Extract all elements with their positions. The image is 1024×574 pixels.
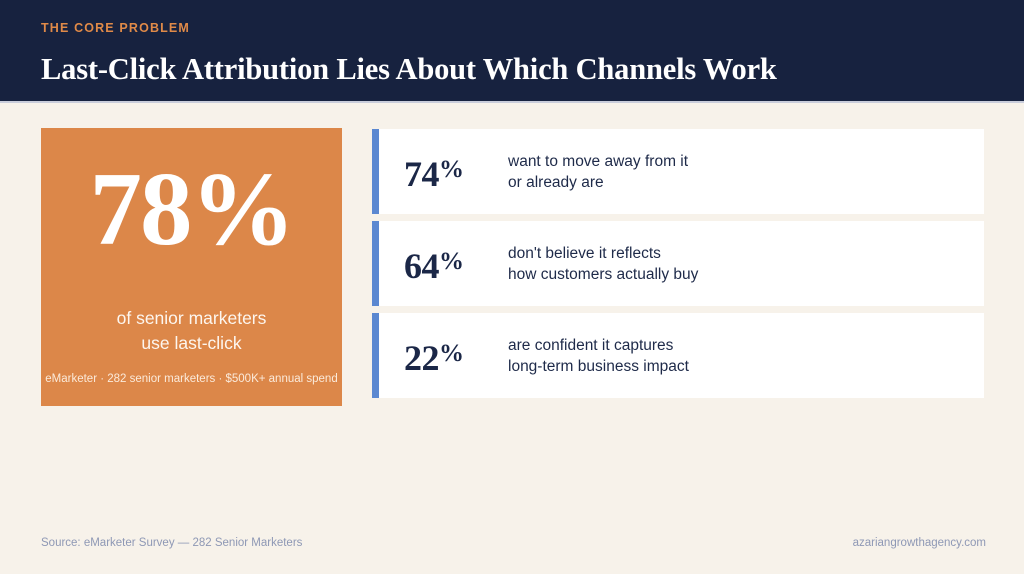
percent-sign: % bbox=[439, 155, 464, 183]
stat-label: are confident it captures long-term busi… bbox=[508, 335, 984, 377]
footer-url: azariangrowthagency.com bbox=[852, 537, 986, 549]
stat-label-line-1: don't believe it reflects bbox=[508, 244, 661, 262]
stat-label-line-1: are confident it captures bbox=[508, 336, 674, 354]
stat-value: 64% bbox=[404, 243, 508, 285]
page-title: Last-Click Attribution Lies About Which … bbox=[41, 52, 777, 86]
footer-source: Source: eMarketer Survey — 282 Senior Ma… bbox=[41, 537, 303, 549]
accent-bar bbox=[372, 129, 379, 214]
stat-label: don't believe it reflects how customers … bbox=[508, 243, 984, 285]
hero-stat-source-note: eMarketer · 282 senior marketers · $500K… bbox=[45, 373, 338, 385]
stat-label-line-2: or already are bbox=[508, 173, 604, 191]
stat-list: 74% want to move away from it or already… bbox=[372, 129, 984, 398]
stat-number: 22 bbox=[404, 337, 440, 378]
stat-number: 64 bbox=[404, 245, 440, 286]
stat-label-line-1: want to move away from it bbox=[508, 152, 689, 170]
hero-description-line-1: of senior marketers bbox=[116, 308, 267, 328]
stat-value: 22% bbox=[404, 335, 508, 377]
percent-sign: % bbox=[439, 339, 464, 367]
stat-row: 22% are confident it captures long-term … bbox=[372, 313, 984, 398]
accent-bar bbox=[372, 313, 379, 398]
stat-label: want to move away from it or already are bbox=[508, 151, 984, 193]
percent-sign: % bbox=[439, 247, 464, 275]
hero-description-line-2: use last-click bbox=[141, 333, 242, 353]
slide-footer: Source: eMarketer Survey — 282 Senior Ma… bbox=[0, 530, 1024, 574]
stat-number: 74 bbox=[404, 153, 440, 194]
hero-stat-value: 78% bbox=[89, 150, 296, 267]
stat-label-line-2: long-term business impact bbox=[508, 357, 689, 375]
header-eyebrow: THE CORE PROBLEM bbox=[41, 21, 190, 35]
stat-row: 74% want to move away from it or already… bbox=[372, 129, 984, 214]
hero-stat-description: of senior marketers use last-click bbox=[41, 306, 342, 356]
stat-value: 74% bbox=[404, 151, 508, 193]
hero-stat-card: 78% of senior marketers use last-click e… bbox=[41, 128, 342, 406]
stat-label-line-2: how customers actually buy bbox=[508, 265, 699, 283]
stat-row: 64% don't believe it reflects how custom… bbox=[372, 221, 984, 306]
slide-header: THE CORE PROBLEM Last-Click Attribution … bbox=[0, 0, 1024, 103]
accent-bar bbox=[372, 221, 379, 306]
